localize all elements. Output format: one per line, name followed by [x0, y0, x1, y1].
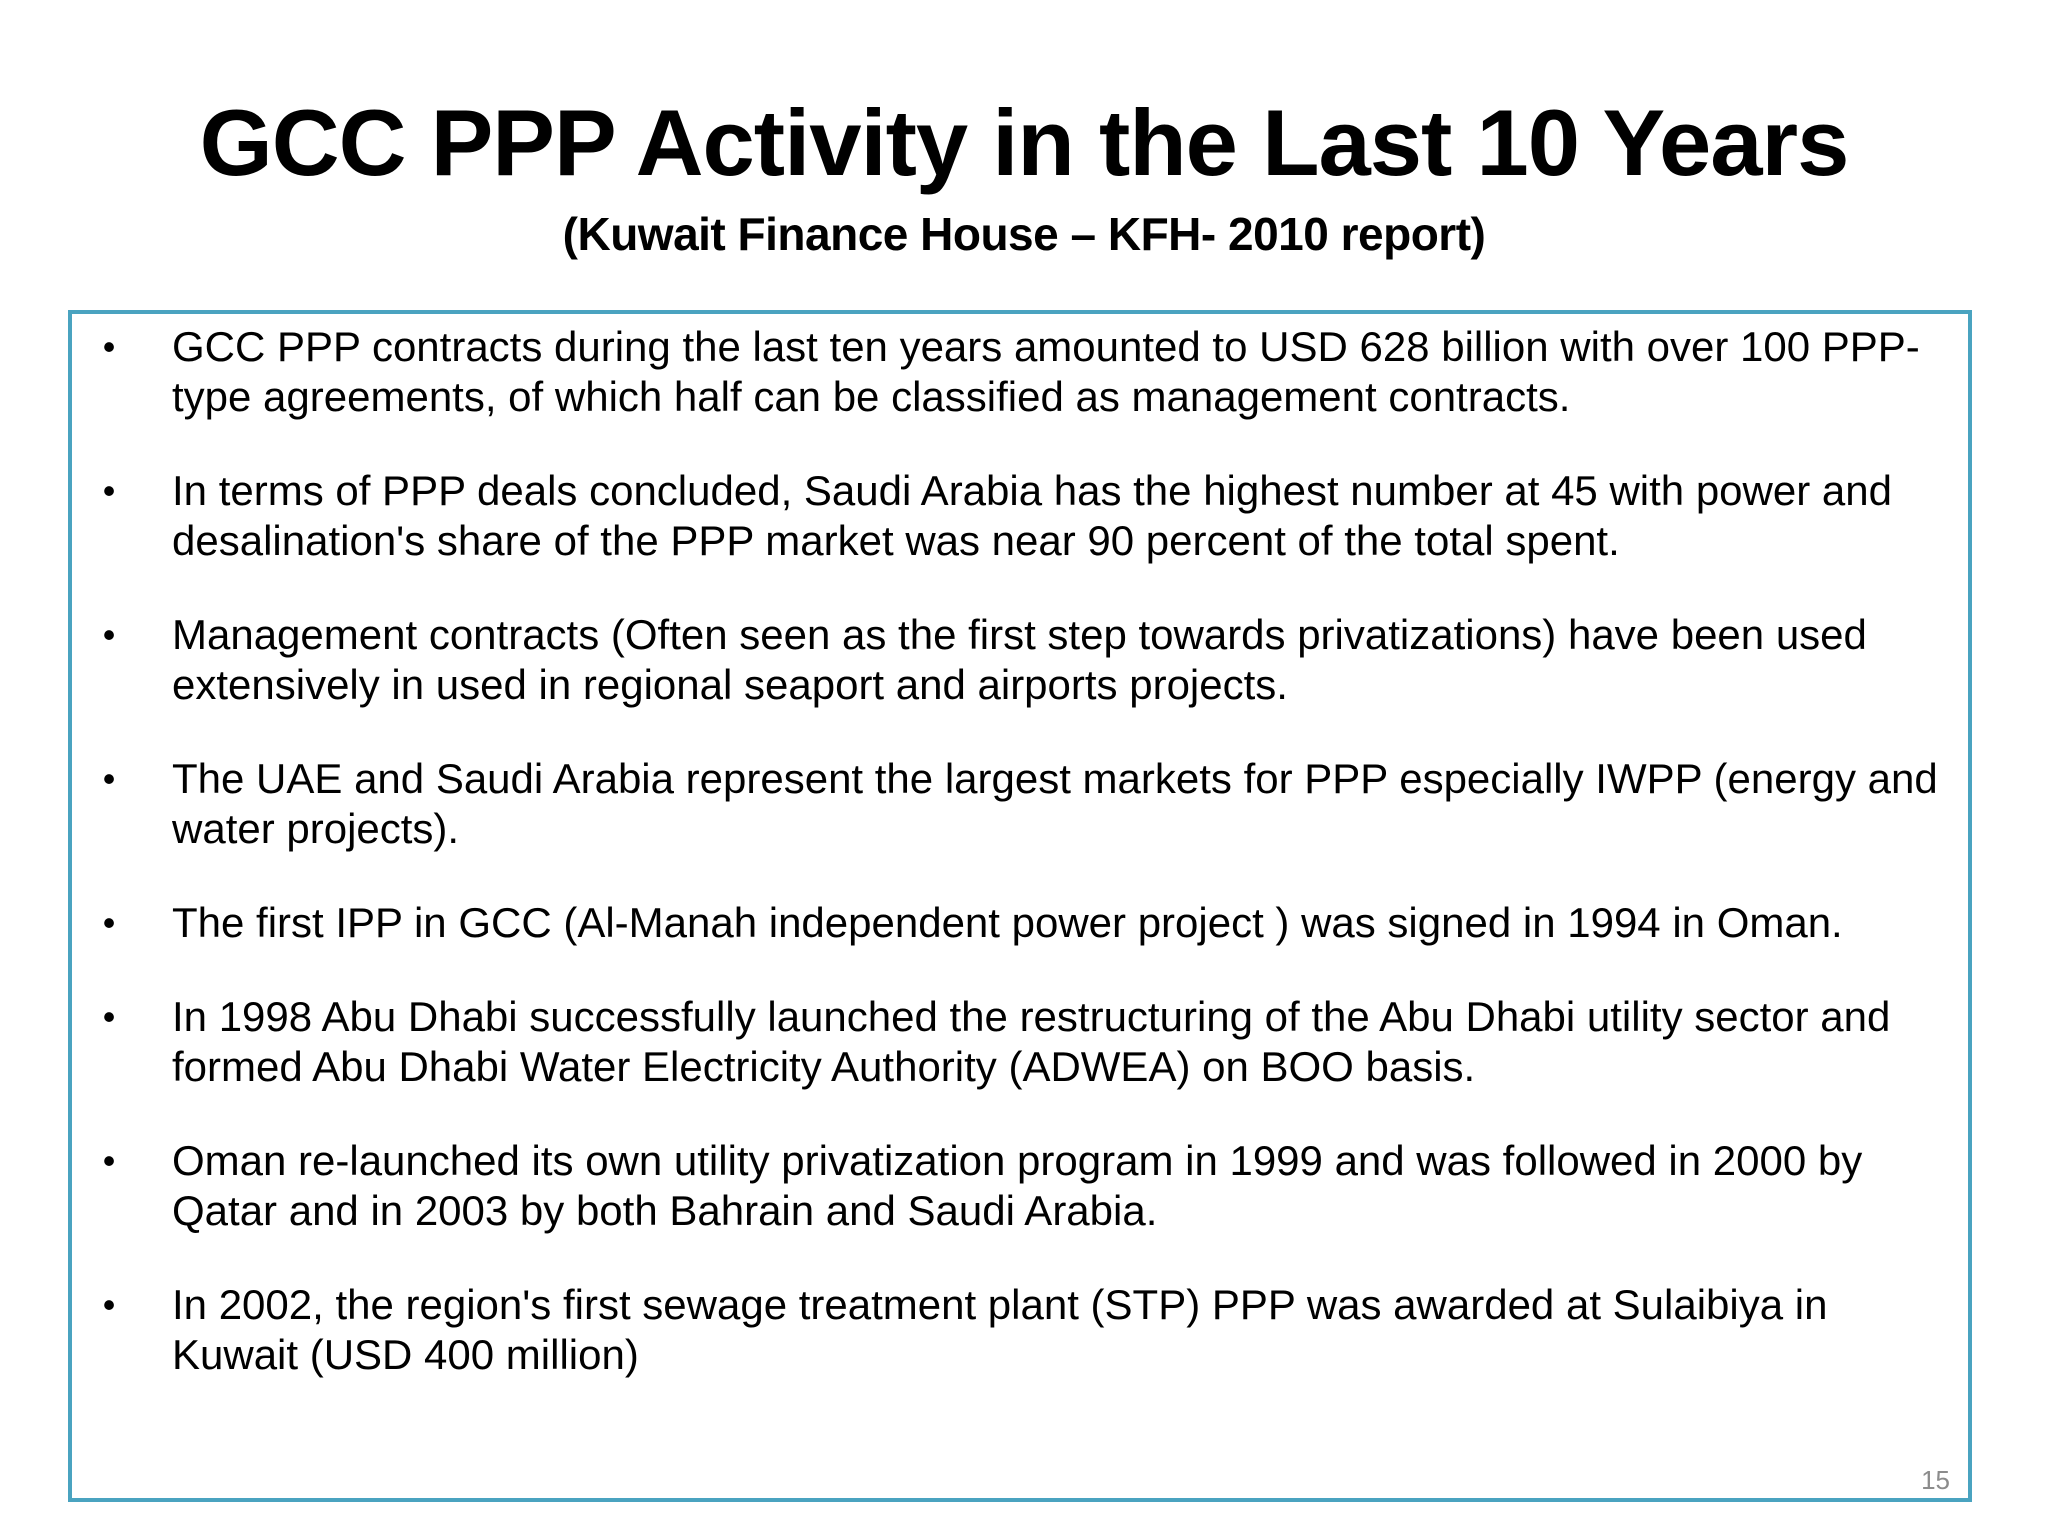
bullet-text: In 1998 Abu Dhabi successfully launched … [172, 993, 1891, 1090]
bullet-dot-icon: • [102, 1140, 116, 1181]
bullet-item: • GCC PPP contracts during the last ten … [72, 322, 1968, 422]
bullet-text: Management contracts (Often seen as the … [172, 611, 1867, 708]
bullet-text: The UAE and Saudi Arabia represent the l… [172, 755, 1938, 852]
bullet-dot-icon: • [102, 470, 116, 511]
bullet-item: • The first IPP in GCC (Al-Manah indepen… [72, 898, 1968, 948]
bullet-text: The first IPP in GCC (Al-Manah independe… [172, 899, 1843, 946]
bullet-text: GCC PPP contracts during the last ten ye… [172, 323, 1920, 420]
bullet-dot-icon: • [102, 614, 116, 655]
bullet-item: • Management contracts (Often seen as th… [72, 610, 1968, 710]
bullet-item: • In terms of PPP deals concluded, Saudi… [72, 466, 1968, 566]
bullet-text: Oman re-launched its own utility privati… [172, 1137, 1863, 1234]
bullet-item: • Oman re-launched its own utility priva… [72, 1136, 1968, 1236]
page-number: 15 [1921, 1465, 1950, 1495]
bullet-dot-icon: • [102, 1284, 116, 1325]
bullet-text: In 2002, the region's first sewage treat… [172, 1281, 1828, 1378]
bullet-list: • GCC PPP contracts during the last ten … [72, 322, 1968, 1424]
bullet-dot-icon: • [102, 902, 116, 943]
bullet-dot-icon: • [102, 758, 116, 799]
bullet-text: In terms of PPP deals concluded, Saudi A… [172, 467, 1892, 564]
bullet-item: • In 1998 Abu Dhabi successfully launche… [72, 992, 1968, 1092]
bullet-item: • The UAE and Saudi Arabia represent the… [72, 754, 1968, 854]
bullet-dot-icon: • [102, 996, 116, 1037]
bullet-dot-icon: • [102, 326, 116, 367]
slide-title: GCC PPP Activity in the Last 10 Years [199, 90, 1850, 195]
bullet-item: • In 2002, the region's first sewage tre… [72, 1280, 1968, 1380]
content-box: • GCC PPP contracts during the last ten … [68, 310, 1972, 1502]
slide-subtitle: (Kuwait Finance House – KFH- 2010 report… [562, 208, 1486, 260]
